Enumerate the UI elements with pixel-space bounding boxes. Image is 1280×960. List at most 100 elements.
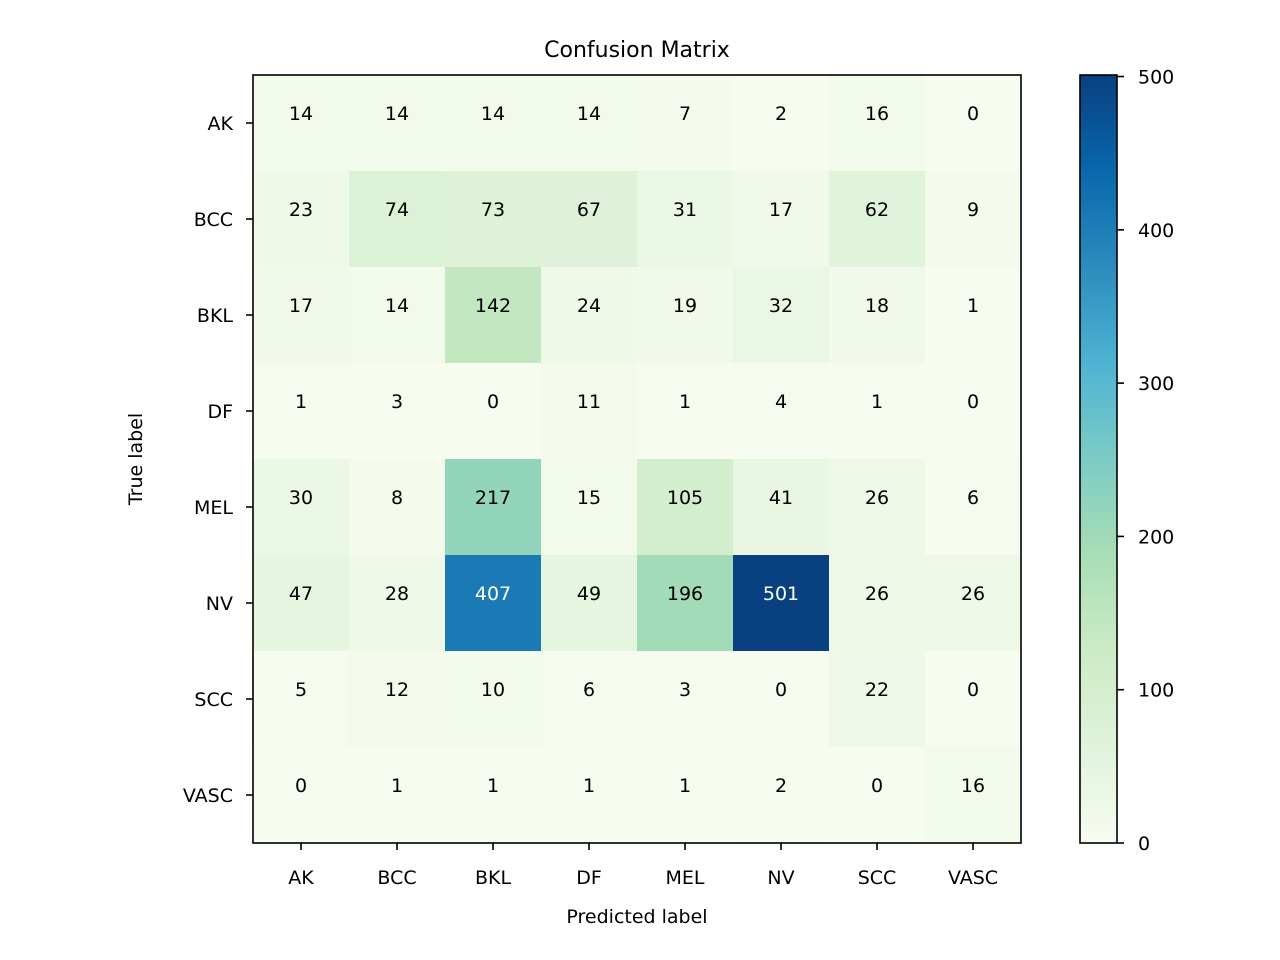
heatmap-cell [637,363,734,460]
cell-value-label: 16 [865,103,889,125]
heatmap-cell [541,267,638,364]
heatmap-cell [253,651,350,748]
heatmap-cell [253,555,350,652]
x-tick-label: SCC [858,867,897,889]
cell-value-label: 0 [967,391,979,413]
heatmap-cell [541,651,638,748]
heatmap-cell [733,651,830,748]
heatmap-cell [637,747,734,844]
cell-value-label: 8 [391,487,403,509]
heatmap-cell [925,555,1022,652]
heatmap-cell [733,363,830,460]
heatmap-cell [445,555,542,652]
chart-title: Confusion Matrix [544,38,730,63]
heatmap-cell [253,75,350,172]
cell-value-label: 0 [967,679,979,701]
heatmap-cell [637,651,734,748]
heatmap-cell [829,363,926,460]
heatmap-cell [925,171,1022,268]
cell-value-label: 1 [871,391,883,413]
plot-frame [252,74,1022,844]
heatmap-cell [637,459,734,556]
heatmap-cell [925,363,1022,460]
heatmap-cell [541,171,638,268]
heatmap-cell [637,555,734,652]
cell-value-label: 67 [577,199,601,221]
y-tick-label: BCC [194,209,233,231]
cell-value-label: 1 [583,775,595,797]
cell-value-label: 3 [391,391,403,413]
heatmap-cell [829,171,926,268]
y-tick-label: BKL [197,305,233,327]
cell-value-label: 26 [961,583,985,605]
x-tick-label: MEL [666,867,705,889]
cell-value-label: 105 [667,487,703,509]
heatmap-cell [733,459,830,556]
cell-value-label: 5 [295,679,307,701]
cell-value-label: 22 [865,679,889,701]
x-tick-label: BKL [475,867,511,889]
cell-value-label: 17 [289,295,313,317]
cell-value-label: 7 [679,103,691,125]
heatmap-cell [349,75,446,172]
x-axis: AK BCC BKL DF MEL NV SCC VASC [288,843,998,889]
heatmap-cell [349,651,446,748]
cell-value-label: 6 [967,487,979,509]
heatmap-cell [253,171,350,268]
x-tick-label: BCC [377,867,416,889]
cell-value-label: 3 [679,679,691,701]
cell-value-label: 23 [289,199,313,221]
cell-value-label: 49 [577,583,601,605]
cell-value-label: 9 [967,199,979,221]
cell-value-label: 217 [475,487,511,509]
x-tick-label: AK [288,867,314,889]
cell-value-label: 14 [577,103,601,125]
cell-value-label: 1 [967,295,979,317]
cell-value-label: 1 [295,391,307,413]
x-tick-label: VASC [948,867,998,889]
heatmap-cell [445,651,542,748]
cell-value-label: 26 [865,487,889,509]
heatmap-cell [445,747,542,844]
cell-value-label: 16 [961,775,985,797]
cell-value-label: 10 [481,679,505,701]
cell-value-label: 14 [481,103,505,125]
cell-value-label: 4 [775,391,787,413]
heatmap-cell [349,747,446,844]
heatmap-cell [541,363,638,460]
heatmap-cell [829,459,926,556]
heatmap-cell [925,75,1022,172]
heatmap-cell [733,747,830,844]
colorbar-tick-label: 200 [1138,526,1174,548]
heatmap-cell [925,459,1022,556]
cell-value-label: 14 [385,103,409,125]
cell-value-label: 32 [769,295,793,317]
cell-value-label: 2 [775,103,787,125]
cell-value-label: 1 [679,391,691,413]
heatmap-cell [445,459,542,556]
y-tick-label: SCC [194,689,233,711]
heatmap-cell [445,267,542,364]
cell-value-label: 0 [487,391,499,413]
y-tick-label: NV [206,593,233,615]
cell-value-label: 17 [769,199,793,221]
cell-value-label: 28 [385,583,409,605]
heatmap-cell [349,267,446,364]
heatmap-cell [445,75,542,172]
cell-value-label: 142 [475,295,511,317]
cell-value-label: 407 [475,583,511,605]
cell-value-label: 196 [667,583,703,605]
y-axis-label: True label [125,413,147,506]
heatmap-cell [349,459,446,556]
heatmap-cell [541,747,638,844]
y-axis: AK BCC BKL DF MEL NV SCC VASC [183,113,253,807]
heatmap-cell [637,75,734,172]
heatmap-cells [253,75,1022,844]
y-tick-label: AK [208,113,234,135]
heatmap-cell [253,267,350,364]
heatmap-cell [253,459,350,556]
cell-value-label: 6 [583,679,595,701]
cell-value-label: 0 [871,775,883,797]
y-tick-label: VASC [183,785,233,807]
colorbar-tick-label: 500 [1138,67,1174,89]
